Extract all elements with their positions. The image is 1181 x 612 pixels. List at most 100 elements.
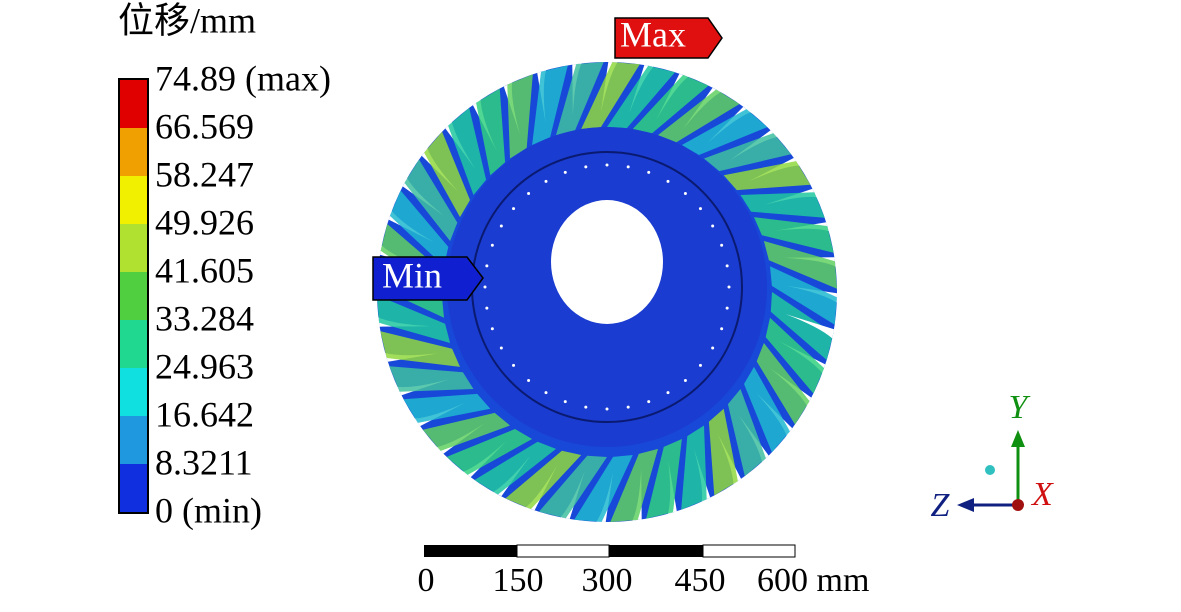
blade (763, 241, 837, 289)
blade (474, 441, 556, 495)
blade (723, 161, 811, 191)
colorbar-band (120, 128, 147, 176)
blade (754, 217, 834, 253)
bolt-hole (698, 207, 702, 211)
legend-title: 位移/mm (118, 0, 256, 40)
y-arrow-head (1011, 430, 1025, 447)
blade (727, 389, 766, 477)
bolt-hole (512, 363, 516, 367)
colorbar-band (120, 80, 147, 128)
scale-label: 300 (582, 562, 633, 599)
bolt-hole (626, 405, 630, 409)
colorbar-band (120, 464, 147, 512)
blade (632, 74, 709, 134)
blade (704, 133, 792, 172)
blade (740, 192, 825, 218)
bolt-hole (605, 163, 609, 167)
max-label: Max (620, 14, 686, 54)
legend-label: 16.642 (155, 394, 254, 434)
bolt-hole (512, 207, 516, 211)
colorbar-band (120, 272, 147, 320)
blade (681, 425, 707, 510)
blade (476, 88, 506, 176)
bolt-hole (527, 378, 531, 382)
legend-label: 58.247 (155, 154, 254, 194)
blade (658, 89, 740, 143)
max-marker: Max (614, 14, 723, 59)
blade (505, 450, 582, 510)
max-tag (614, 17, 723, 59)
bolt-hole (483, 285, 487, 289)
colorbar-band (120, 176, 147, 224)
colorbar-band (120, 368, 147, 416)
bolt-hole (711, 224, 715, 228)
scale-seg (609, 545, 703, 557)
legend-label: 24.963 (155, 346, 254, 386)
bolt-hole (698, 363, 702, 367)
bolt-hole (563, 170, 567, 174)
bolt-hole (499, 224, 503, 228)
bolt-hole (544, 179, 548, 183)
blade (403, 393, 491, 423)
blade (380, 331, 460, 367)
scale-label: 600 mm (757, 562, 869, 599)
legend-label: 41.605 (155, 250, 254, 290)
bolt-hole (584, 165, 588, 169)
blade (744, 366, 790, 453)
scale-label: 150 (493, 562, 544, 599)
legend-colorbar (118, 78, 149, 514)
bolt-hole (711, 346, 715, 350)
blade (607, 65, 675, 129)
blade (765, 317, 825, 394)
blade (756, 343, 810, 425)
blade (646, 439, 682, 519)
blade (681, 109, 768, 155)
blade (389, 366, 474, 392)
colorbar-frame (118, 78, 149, 514)
min-tag (372, 256, 484, 301)
bolt-hole (683, 378, 687, 382)
bolt-hole (605, 407, 609, 411)
blade (574, 455, 633, 522)
bolt-hole (666, 179, 670, 183)
legend-label: 33.284 (155, 298, 254, 338)
blade (581, 62, 640, 129)
bolt-hole (720, 327, 724, 331)
origin (1012, 499, 1024, 511)
blade (556, 62, 604, 136)
legend-label: 8.3211 (155, 442, 253, 482)
blade (377, 295, 451, 343)
y-label: Y (1009, 389, 1031, 426)
scale-label: 450 (675, 562, 726, 599)
bolt-hole (725, 264, 729, 268)
blade (610, 448, 658, 522)
axis-triad: Y X Z (931, 389, 1054, 524)
scale-seg (424, 545, 517, 557)
legend-label: 0 (min) (155, 490, 262, 530)
z-label: Z (931, 487, 951, 524)
bolt-hole (527, 192, 531, 196)
bolt-hole (720, 243, 724, 247)
blade (422, 412, 510, 451)
colorbar-band (120, 320, 147, 368)
bolt-hole (666, 391, 670, 395)
blade (770, 266, 837, 325)
bolt-hole (490, 327, 494, 331)
bolt-hole (499, 346, 503, 350)
x-label: X (1030, 476, 1054, 513)
legend-labels: 74.89 (max) 66.569 58.247 49.926 41.605 33.28… (155, 58, 331, 530)
scale-bar: 0 150 300 450 600 mm (418, 544, 869, 599)
blade (389, 190, 449, 267)
blade (708, 408, 738, 496)
bolt-hole (490, 243, 494, 247)
colorbar-band (120, 224, 147, 272)
blade (448, 107, 487, 195)
bolt-hole (647, 400, 651, 404)
bolt-hole (647, 170, 651, 174)
colorbar-band (120, 416, 147, 464)
bolt-hole (626, 165, 630, 169)
scale-label: 0 (418, 562, 435, 599)
min-marker: Min (372, 255, 484, 301)
bore (551, 200, 663, 324)
